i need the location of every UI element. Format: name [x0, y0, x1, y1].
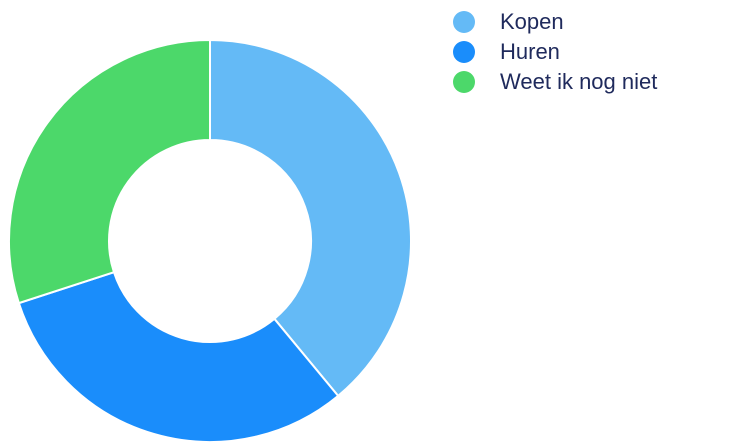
legend-label: Weet ik nog niet — [500, 69, 657, 94]
donut-slice — [8, 38, 211, 305]
legend-swatch — [453, 11, 475, 33]
legend-swatch — [453, 41, 475, 63]
legend-swatch — [453, 71, 475, 93]
legend-label: Huren — [500, 39, 560, 64]
donut-slice — [209, 38, 412, 398]
legend-label: Kopen — [500, 9, 564, 34]
donut-slice — [17, 270, 340, 442]
